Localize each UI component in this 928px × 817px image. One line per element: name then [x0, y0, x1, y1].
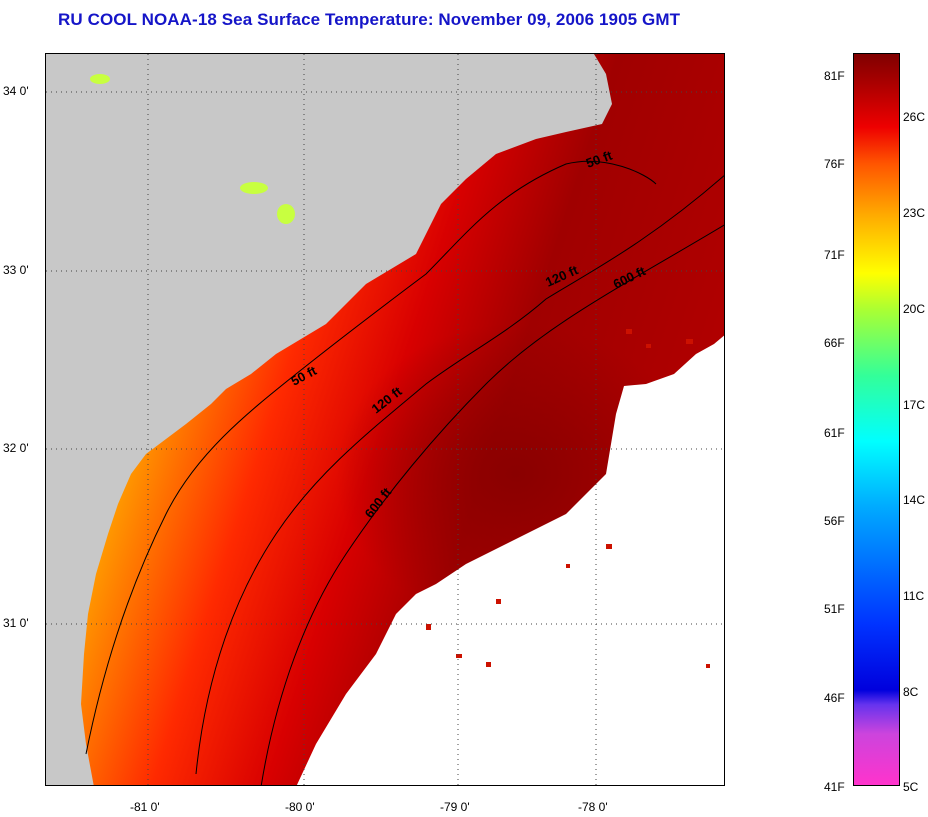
lon-label-80: -80 0'	[285, 800, 315, 814]
lat-label-34: 34 0'	[3, 84, 29, 98]
temperature-colorbar	[853, 53, 900, 786]
colorbar-f-41: 41F	[824, 780, 845, 794]
lon-label-78: -78 0'	[578, 800, 608, 814]
colorbar-f-51: 51F	[824, 602, 845, 616]
colorbar-c-23: 23C	[903, 206, 926, 220]
colorbar-f-76: 76F	[824, 157, 845, 171]
page-title: RU COOL NOAA-18 Sea Surface Temperature:…	[58, 10, 681, 29]
colorbar-c-5: 5C	[903, 780, 919, 794]
colorbar-c-26: 26C	[903, 110, 926, 124]
colorbar-f-66: 66F	[824, 336, 845, 350]
colorbar-f-81: 81F	[824, 69, 845, 83]
colorbar-c-8: 8C	[903, 685, 919, 699]
sst-map[interactable]: 50 ft 120 ft 600 ft 50 ft 120 ft 600 ft	[45, 53, 725, 786]
lat-label-32: 32 0'	[3, 441, 29, 455]
land-mass	[46, 54, 612, 785]
cloud-edge-speckles	[426, 329, 710, 668]
colorbar-c-14: 14C	[903, 493, 926, 507]
inland-lakes	[90, 74, 295, 224]
colorbar-c-17: 17C	[903, 398, 926, 412]
colorbar-f-46: 46F	[824, 691, 845, 705]
bathymetry-contours	[85, 160, 724, 785]
lon-label-79: -79 0'	[440, 800, 470, 814]
colorbar-c-20: 20C	[903, 302, 926, 316]
lat-label-31: 31 0'	[3, 616, 29, 630]
grid-lines	[46, 54, 724, 785]
cloud-mask	[296, 335, 724, 785]
lat-label-33: 33 0'	[3, 263, 29, 277]
sst-map-canvas: 50 ft 120 ft 600 ft 50 ft 120 ft 600 ft	[46, 54, 724, 785]
colorbar-f-61: 61F	[824, 426, 845, 440]
colorbar-f-56: 56F	[824, 514, 845, 528]
colorbar-c-11: 11C	[903, 589, 925, 603]
lon-label-81: -81 0'	[130, 800, 160, 814]
colorbar-f-71: 71F	[824, 248, 845, 262]
